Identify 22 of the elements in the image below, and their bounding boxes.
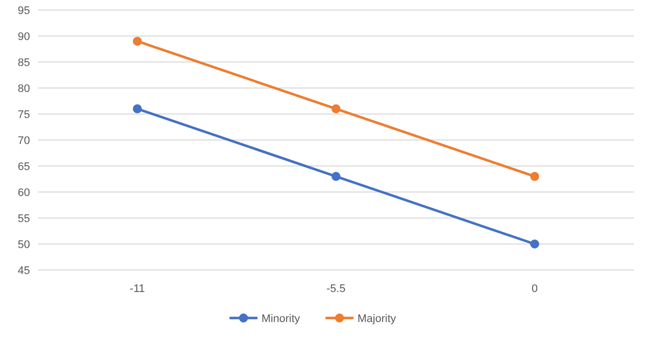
y-tick-label: 80 (18, 82, 30, 95)
legend-label: Minority (262, 312, 301, 325)
y-tick-label: 45 (18, 264, 30, 277)
legend-label: Majority (358, 312, 397, 325)
point (332, 104, 340, 114)
y-tick-label: 55 (18, 212, 30, 225)
x-tick-label: -5.5 (326, 283, 346, 295)
point (132, 104, 142, 114)
point (530, 240, 540, 248)
y-tick-label: 75 (18, 108, 30, 121)
y-tick-label: 90 (18, 30, 30, 43)
y-tick-label: 60 (18, 186, 30, 199)
point (132, 36, 142, 46)
x-tick-label: 0 (532, 283, 538, 295)
y-tick-label: 95 (18, 4, 30, 17)
y-tick-label: 85 (18, 56, 30, 69)
y-tick-label: 70 (18, 134, 30, 147)
point (332, 172, 340, 181)
y-tick-label: 50 (18, 238, 30, 251)
x-tick-label: -11 (130, 283, 145, 295)
point (530, 172, 540, 181)
y-tick-label: 65 (18, 160, 30, 173)
